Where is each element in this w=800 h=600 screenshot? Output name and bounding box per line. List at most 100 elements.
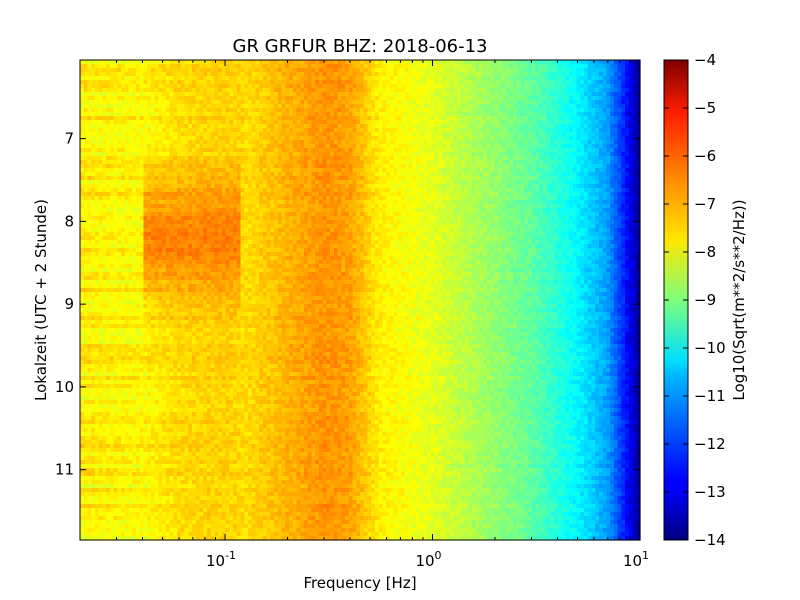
heatmap-cell [106, 176, 111, 181]
heatmap-cell [498, 148, 503, 153]
heatmap-cell [442, 184, 447, 189]
heatmap-cell [304, 128, 309, 133]
heatmap-cell [180, 152, 186, 157]
heatmap-cell [285, 108, 290, 113]
heatmap-cell [449, 84, 454, 89]
heatmap-cell [83, 108, 89, 113]
heatmap-cell [210, 76, 215, 81]
heatmap-cell [225, 180, 230, 185]
heatmap-cell [203, 144, 208, 149]
heatmap-cell [412, 152, 417, 157]
heatmap-cell [613, 96, 619, 101]
heatmap-cell [457, 152, 462, 157]
heatmap-cell [505, 184, 510, 189]
heatmap-cell [539, 188, 544, 193]
heatmap-cell [192, 168, 197, 173]
heatmap-cell [87, 64, 92, 69]
heatmap-cell [464, 148, 469, 153]
heatmap-cell [606, 160, 611, 165]
heatmap-cell [150, 180, 156, 185]
heatmap-cell [486, 164, 492, 169]
heatmap-cell [109, 140, 115, 145]
heatmap-cell [505, 136, 510, 141]
heatmap-cell [606, 72, 611, 77]
heatmap-cell [91, 184, 96, 189]
heatmap-cell [199, 172, 204, 177]
heatmap-cell [393, 188, 398, 193]
heatmap-cell [576, 64, 581, 69]
heatmap-cell [561, 100, 566, 105]
heatmap-cell [628, 152, 634, 157]
heatmap-cell [180, 172, 186, 177]
heatmap-cell [259, 176, 264, 181]
heatmap-cell [580, 136, 585, 141]
heatmap-cell [584, 76, 589, 81]
heatmap-cell [501, 132, 507, 137]
heatmap-cell [374, 180, 380, 185]
heatmap-cell [632, 116, 637, 121]
heatmap-cell [606, 68, 611, 73]
heatmap-cell [304, 60, 309, 65]
heatmap-cell [162, 108, 167, 113]
heatmap-cell [236, 180, 242, 185]
heatmap-cell [528, 140, 533, 145]
heatmap-cell [281, 60, 286, 65]
heatmap-cell [124, 168, 130, 173]
heatmap-cell [233, 152, 238, 157]
heatmap-cell [494, 96, 499, 101]
heatmap-cell [360, 188, 365, 193]
heatmap-cell [169, 112, 174, 117]
heatmap-cell [397, 96, 402, 101]
heatmap-cell [434, 100, 439, 105]
heatmap-cell [91, 92, 96, 97]
heatmap-cell [87, 128, 92, 133]
heatmap-cell [483, 100, 488, 105]
heatmap-cell [98, 116, 103, 121]
heatmap-cell [259, 160, 264, 165]
heatmap-cell [449, 168, 454, 173]
heatmap-cell [173, 68, 178, 73]
heatmap-cell [356, 172, 361, 177]
heatmap-cell [143, 144, 148, 149]
heatmap-cell [416, 116, 421, 121]
heatmap-cell [106, 104, 111, 109]
heatmap-cell [598, 176, 604, 181]
heatmap-cell [576, 112, 581, 117]
heatmap-cell [393, 176, 398, 181]
heatmap-cell [382, 92, 387, 97]
heatmap-cell [113, 136, 118, 141]
heatmap-cell [192, 80, 197, 85]
heatmap-cell [322, 108, 327, 113]
heatmap-cell [102, 176, 107, 181]
heatmap-cell [300, 112, 305, 117]
heatmap-cell [602, 188, 607, 193]
heatmap-cell [177, 132, 182, 137]
heatmap-cell [445, 112, 451, 117]
heatmap-cell [602, 176, 607, 181]
heatmap-cell [244, 172, 249, 177]
heatmap-cell [173, 160, 178, 165]
heatmap-cell [315, 124, 320, 129]
heatmap-cell [274, 148, 279, 153]
heatmap-cell [285, 116, 290, 121]
heatmap-cell [277, 100, 283, 105]
heatmap-cell [124, 156, 130, 161]
heatmap-cell [423, 60, 428, 65]
heatmap-cell [154, 132, 159, 137]
heatmap-cell [165, 96, 171, 101]
heatmap-cell [341, 112, 346, 117]
heatmap-cell [94, 152, 100, 157]
heatmap-cell [613, 188, 619, 193]
heatmap-cell [475, 188, 481, 193]
heatmap-cell [516, 96, 522, 101]
heatmap-cell [83, 132, 89, 137]
heatmap-cell [617, 96, 622, 101]
heatmap-cell [516, 128, 522, 133]
heatmap-cell [356, 152, 361, 157]
heatmap-cell [606, 188, 611, 193]
heatmap-cell [106, 188, 111, 193]
heatmap-cell [531, 140, 537, 145]
heatmap-cell [483, 184, 488, 189]
heatmap-cell [143, 132, 148, 137]
heatmap-cell [498, 68, 503, 73]
